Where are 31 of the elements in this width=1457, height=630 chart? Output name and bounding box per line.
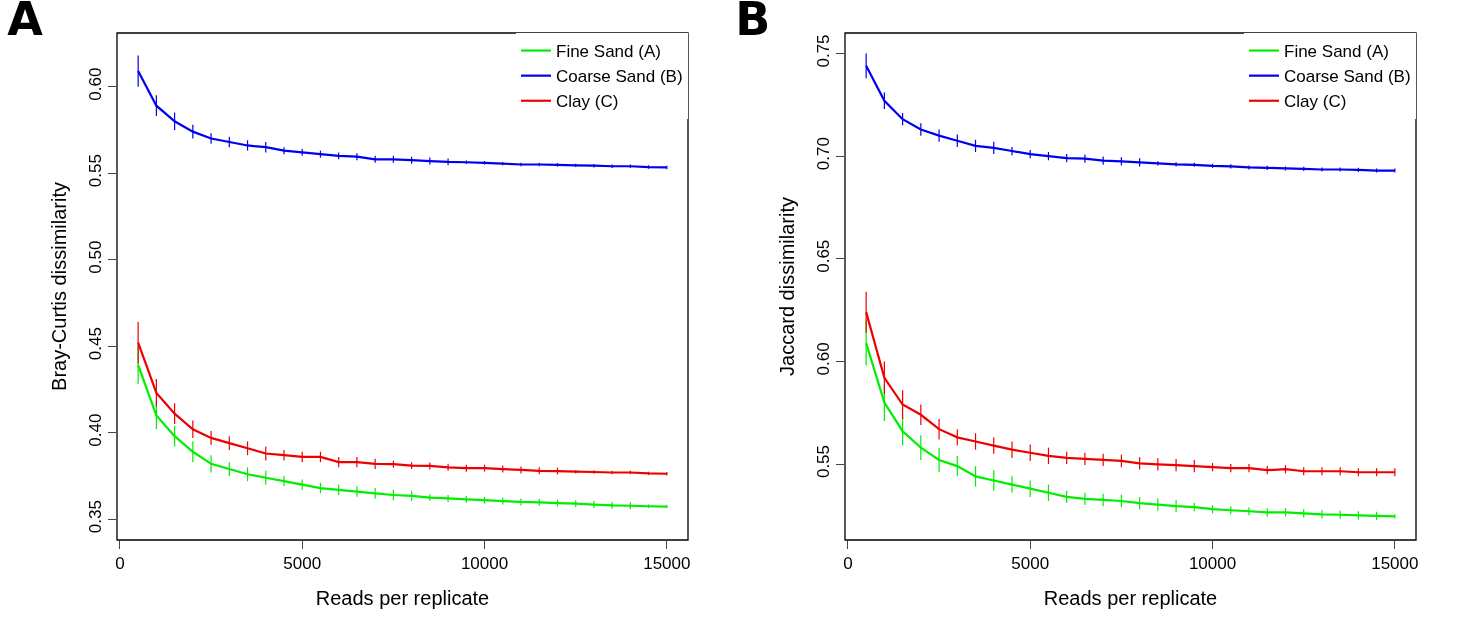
x-tick-label: 0 bbox=[115, 554, 125, 574]
y-tick-label: 0.60 bbox=[86, 67, 106, 101]
y-axis-title: Jaccard dissimilarity bbox=[775, 197, 798, 376]
x-tick-label: 0 bbox=[843, 554, 853, 574]
y-tick-label: 0.75 bbox=[814, 34, 834, 68]
legend-label: Fine Sand (A) bbox=[556, 42, 661, 62]
chart-title: A bbox=[7, 0, 44, 47]
y-tick-label: 0.50 bbox=[86, 240, 106, 274]
x-tick-label: 15000 bbox=[1371, 554, 1419, 574]
x-tick-label: 5000 bbox=[283, 554, 322, 574]
y-tick-label: 0.65 bbox=[814, 239, 834, 273]
x-tick-label: 10000 bbox=[460, 554, 509, 574]
legend-label: Coarse Sand (B) bbox=[556, 67, 683, 87]
x-tick-label: 15000 bbox=[643, 554, 691, 574]
legend-label: Clay (C) bbox=[1284, 92, 1347, 112]
y-tick-label: 0.70 bbox=[814, 137, 834, 171]
legend-label: Fine Sand (A) bbox=[1284, 42, 1389, 62]
x-axis-title: Reads per replicate bbox=[1043, 586, 1218, 609]
y-tick-label: 0.55 bbox=[814, 444, 834, 479]
y-tick-label: 0.60 bbox=[814, 342, 834, 376]
y-axis-title: Bray-Curtis dissimilarity bbox=[47, 182, 70, 391]
x-tick-label: 5000 bbox=[1011, 554, 1050, 574]
x-tick-label: 10000 bbox=[1188, 554, 1237, 574]
legend-label: Coarse Sand (B) bbox=[1284, 67, 1411, 87]
y-tick-label: 0.35 bbox=[86, 500, 106, 534]
x-axis-title: Reads per replicate bbox=[315, 586, 490, 609]
legend-label: Clay (C) bbox=[556, 92, 619, 112]
y-tick-label: 0.45 bbox=[86, 327, 106, 361]
y-tick-label: 0.40 bbox=[86, 413, 106, 447]
y-tick-label: 0.55 bbox=[86, 154, 106, 188]
chart-title: B bbox=[735, 0, 771, 47]
